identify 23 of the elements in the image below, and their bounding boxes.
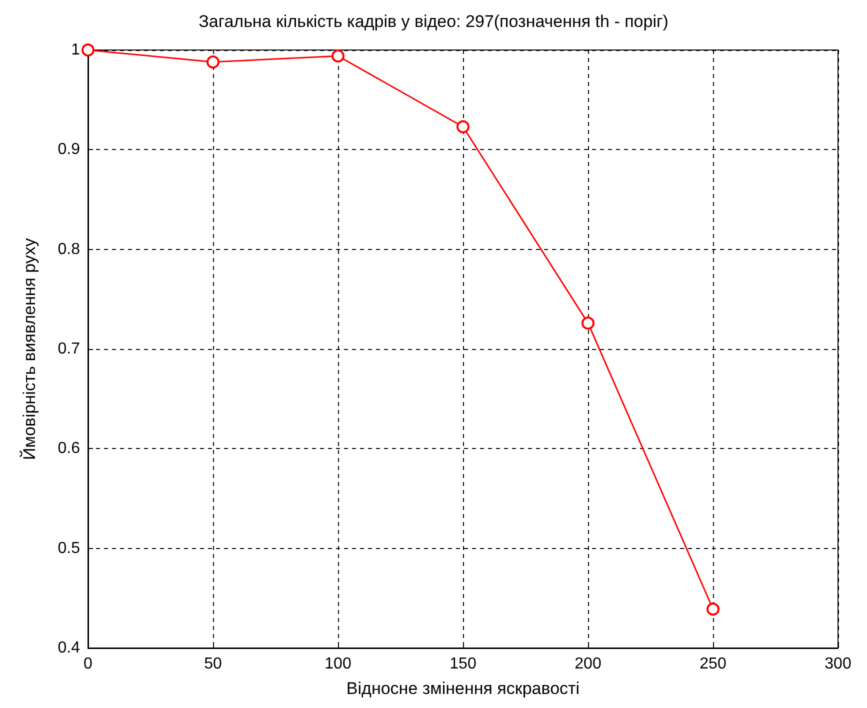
y-tick-label: 1	[71, 42, 80, 58]
x-tick-label: 0	[84, 656, 93, 672]
y-tick-label: 0.6	[58, 440, 80, 458]
x-tick-label: 100	[324, 656, 352, 672]
x-tick-label: 300	[824, 656, 852, 672]
point	[582, 316, 594, 330]
point	[82, 44, 94, 56]
y-tick-label: 0.9	[58, 141, 80, 158]
x-tick-label: 200	[574, 656, 602, 672]
y-tick-label: 0.5	[58, 540, 80, 557]
point	[332, 49, 344, 62]
y-tick-label: 0.8	[58, 240, 80, 258]
y-tick-label: 0.7	[58, 340, 80, 358]
point	[706, 602, 720, 616]
x-tick-label: 50	[204, 656, 222, 672]
x-axis-title: Відносне змінення яскравості	[346, 679, 580, 698]
x-tick-label: 250	[700, 656, 726, 672]
x-tick-label: 150	[450, 656, 476, 672]
point	[206, 55, 220, 68]
y-axis-title: Ймовірність виявлення руху	[19, 238, 39, 460]
chart-title: Загальна кількість кадрів у відео: 297(позначення th - поріг)	[198, 12, 668, 31]
y-tick-label: 0.4	[58, 640, 80, 656]
point	[456, 120, 470, 134]
